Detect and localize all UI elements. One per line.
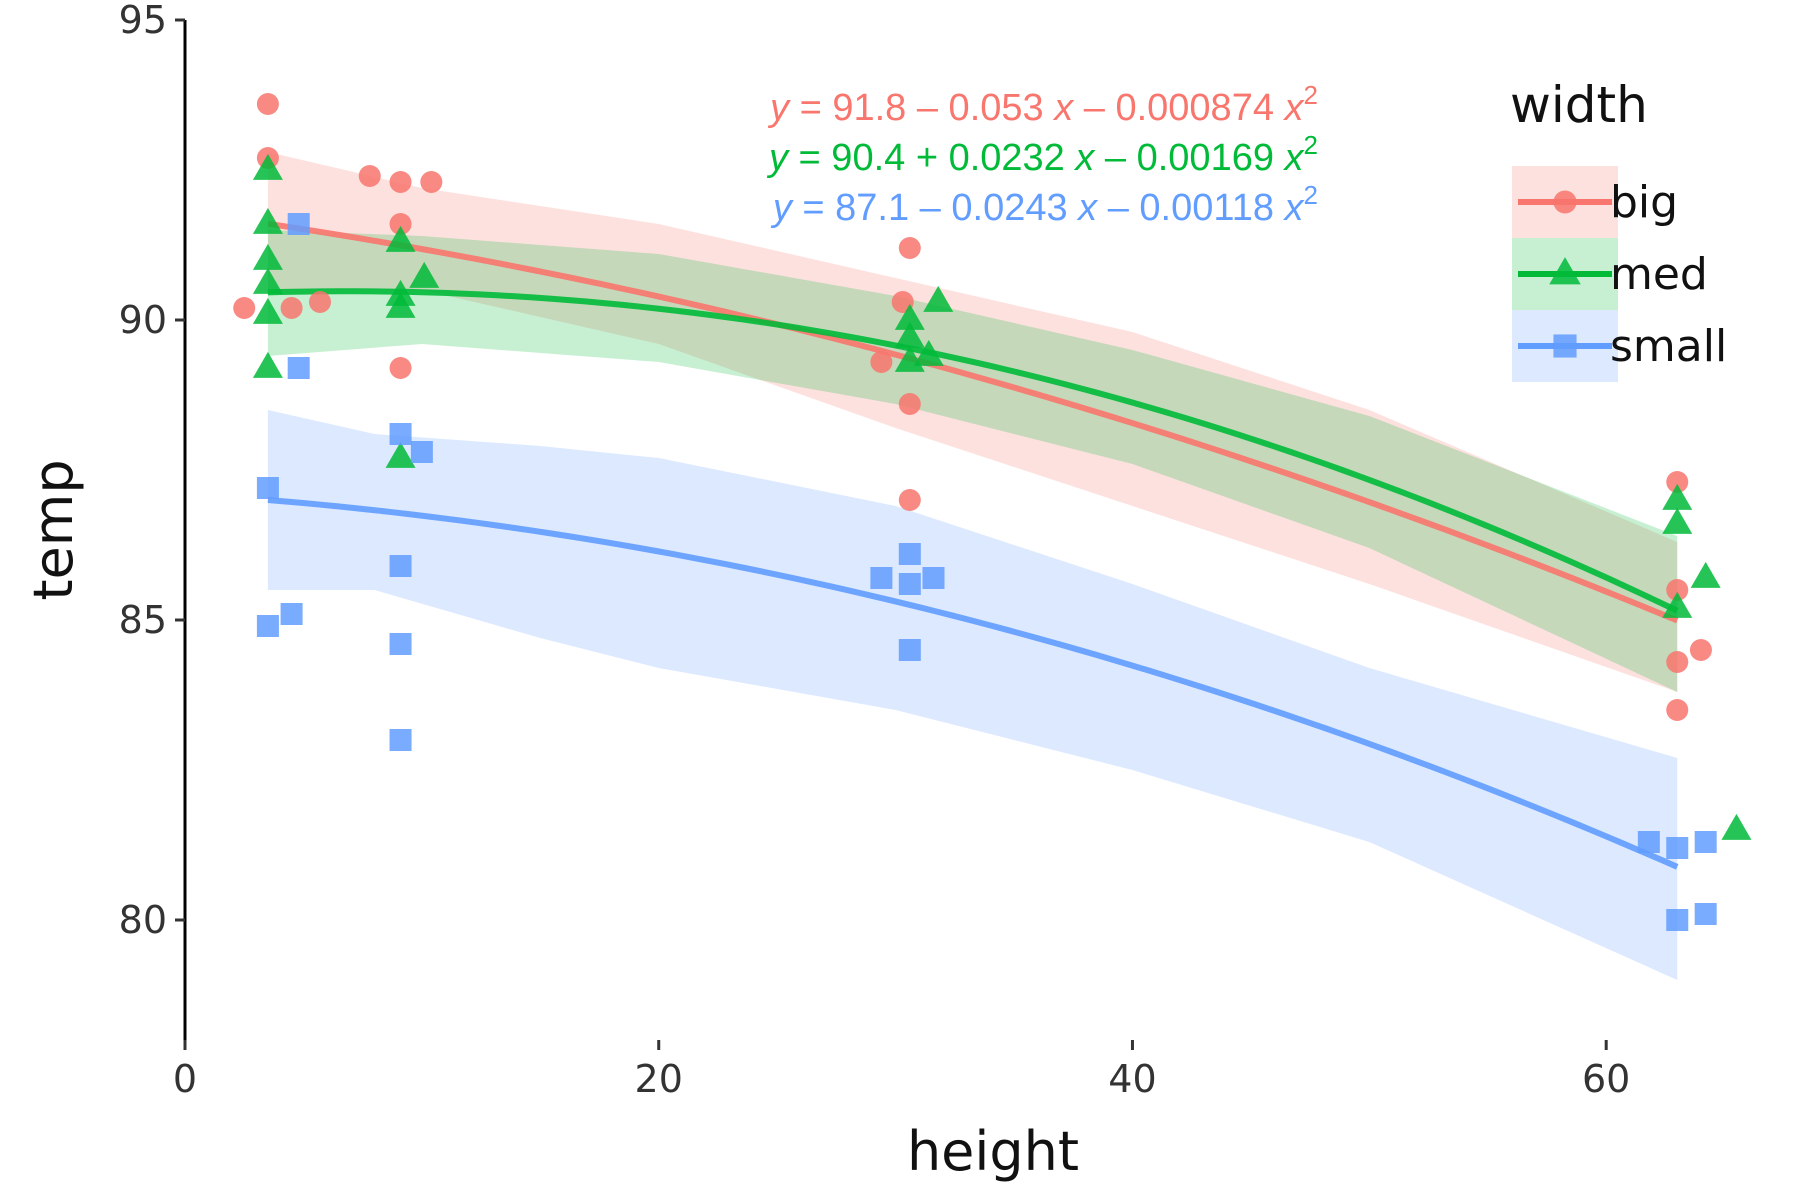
point-small	[410, 441, 433, 463]
point-med	[1690, 561, 1721, 588]
point-small	[1694, 831, 1717, 853]
point-big	[389, 171, 412, 193]
x-tick-label: 20	[635, 1057, 683, 1101]
point-small	[389, 633, 412, 655]
y-axis-title: temp	[22, 459, 85, 600]
point-big	[233, 297, 256, 319]
confidence-bands	[267, 152, 1678, 980]
fit-line-small	[267, 496, 1679, 870]
x-axis-title: height	[907, 1120, 1079, 1183]
point-big	[280, 297, 303, 319]
point-big	[1666, 651, 1689, 673]
point-med	[1721, 813, 1752, 840]
point-big	[1666, 471, 1689, 493]
point-small	[287, 213, 310, 235]
legend-label-med: med	[1610, 249, 1708, 300]
equation-big: y = 91.8 – 0.053 x – 0.000874 x2	[767, 80, 1318, 129]
point-med	[252, 207, 283, 234]
point-big	[870, 351, 893, 373]
point-med	[252, 243, 283, 270]
point-med	[1662, 483, 1693, 510]
legend-key-marker-small	[1553, 334, 1577, 358]
point-small	[898, 573, 921, 595]
data-points	[233, 93, 1752, 931]
point-med	[385, 291, 416, 318]
point-med	[252, 351, 283, 378]
point-med	[913, 339, 944, 366]
point-big	[389, 357, 412, 379]
point-small	[287, 357, 310, 379]
point-small	[389, 423, 412, 445]
x-tick-label: 60	[1582, 1057, 1630, 1101]
point-med	[923, 285, 954, 312]
point-small	[256, 477, 279, 499]
point-big	[1689, 639, 1712, 661]
point-small	[256, 615, 279, 637]
point-small	[898, 639, 921, 661]
point-big	[358, 165, 381, 187]
point-big	[389, 213, 412, 235]
y-ticks: 80 85 90 95	[119, 0, 185, 942]
point-med	[409, 261, 440, 288]
point-med	[894, 321, 925, 348]
point-med	[252, 267, 283, 294]
fit-line-big	[267, 220, 1679, 624]
point-big	[256, 93, 279, 115]
y-tick-label: 95	[119, 0, 167, 42]
point-small	[922, 567, 945, 589]
point-big	[1666, 699, 1689, 721]
legend-key-marker-med	[1549, 257, 1581, 285]
point-med	[252, 297, 283, 324]
y-tick-label: 90	[119, 298, 167, 342]
band-small	[267, 410, 1678, 980]
point-small	[389, 555, 412, 577]
x-tick-label: 0	[173, 1057, 197, 1101]
legend-key-marker-big	[1553, 190, 1577, 214]
point-small	[898, 543, 921, 565]
equation-small: y = 87.1 – 0.0243 x – 0.00118 x2	[770, 180, 1318, 229]
legend: width big med small	[1510, 76, 1727, 382]
point-small	[1694, 903, 1717, 925]
legend-label-small: small	[1610, 321, 1727, 372]
point-small	[1666, 837, 1689, 859]
point-small	[280, 603, 303, 625]
point-big	[898, 237, 921, 259]
fit-lines	[267, 220, 1679, 870]
x-tick-label: 40	[1108, 1057, 1156, 1101]
point-med	[894, 303, 925, 330]
regression-equations: y = 91.8 – 0.053 x – 0.000874 x2y = 90.4…	[766, 80, 1318, 229]
point-big	[1666, 579, 1689, 601]
point-med	[385, 441, 416, 468]
x-ticks: 0 20 40 60	[173, 1040, 1630, 1101]
point-med	[385, 225, 416, 252]
point-big	[309, 291, 332, 313]
point-big	[898, 393, 921, 415]
point-small	[1637, 831, 1660, 853]
point-big	[898, 489, 921, 511]
y-tick-label: 80	[119, 898, 167, 942]
band-med	[267, 230, 1678, 692]
point-small	[870, 567, 893, 589]
y-tick-label: 85	[119, 598, 167, 642]
point-small	[389, 729, 412, 751]
point-med	[1662, 591, 1693, 618]
point-med	[252, 153, 283, 180]
legend-title: width	[1510, 76, 1648, 134]
point-med	[1662, 507, 1693, 534]
point-small	[1666, 909, 1689, 931]
point-big	[420, 171, 443, 193]
legend-label-big: big	[1610, 177, 1678, 228]
equation-med: y = 90.4 + 0.0232 x – 0.00169 x2	[766, 130, 1318, 179]
fit-line-med	[267, 288, 1679, 614]
